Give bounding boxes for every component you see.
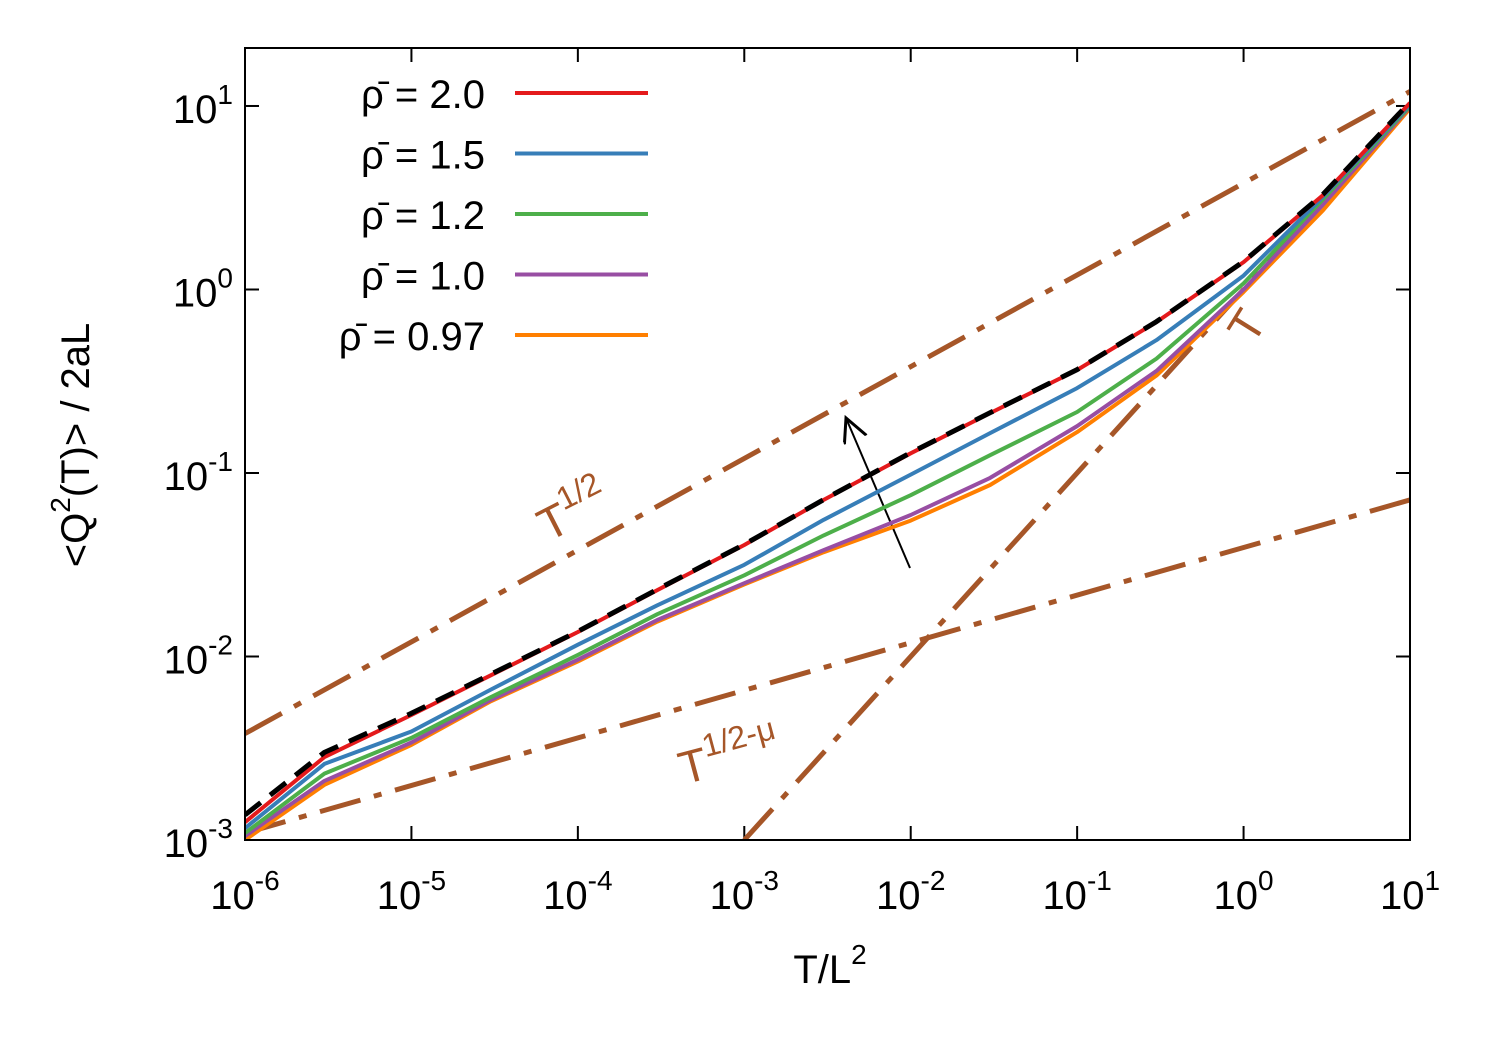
y-tick-label: 10-2	[164, 629, 233, 682]
series-line	[245, 104, 1410, 835]
x-tick-label: 101	[1380, 865, 1440, 918]
x-axis-title: T/L2	[793, 939, 866, 992]
x-tick-label: 10-6	[210, 865, 279, 918]
legend-label: ρ̄ = 0.97	[339, 315, 485, 359]
reference-line	[245, 100, 1410, 817]
x-tick-label: 100	[1214, 865, 1274, 918]
series-line	[245, 105, 1410, 838]
y-tick-label: 10-1	[164, 446, 233, 499]
plot-frame	[244, 47, 1411, 841]
x-tick-label: 10-4	[543, 865, 612, 918]
legend-label: ρ̄ = 1.2	[361, 194, 485, 238]
series-line	[245, 103, 1410, 830]
guide-line	[245, 89, 1410, 736]
guide-line	[245, 497, 1410, 836]
x-tick-label: 10-1	[1042, 865, 1111, 918]
legend-label: ρ̄ = 1.5	[361, 133, 485, 177]
legend-label: ρ̄ = 1.0	[361, 254, 485, 298]
y-tick-label: 10-3	[164, 813, 233, 866]
y-tick-label: 101	[173, 79, 233, 132]
legend-label: ρ̄ = 2.0	[361, 73, 485, 117]
y-axis-title: <Q2(T)> / 2aL	[45, 323, 98, 568]
x-tick-label: 10-3	[710, 865, 779, 918]
guide-label: T1/2-μ	[671, 710, 785, 795]
x-tick-label: 10-2	[876, 865, 945, 918]
y-tick-label: 100	[173, 262, 233, 315]
x-tick-label: 10-5	[377, 865, 446, 918]
